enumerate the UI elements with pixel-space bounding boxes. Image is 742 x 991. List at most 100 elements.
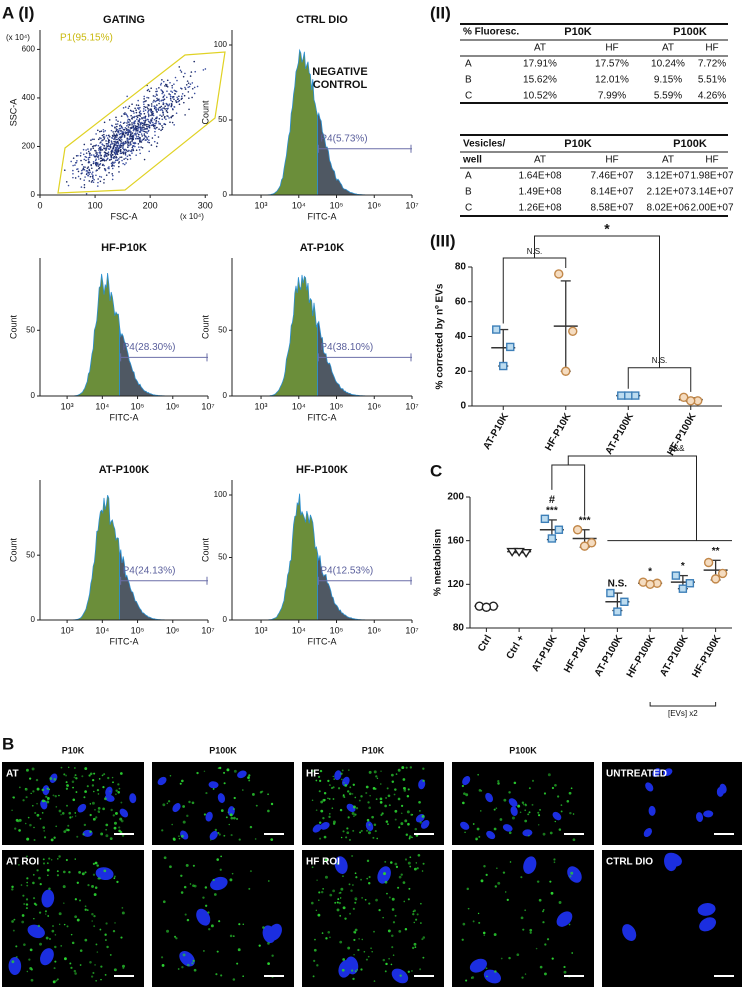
scatter-dot [126, 139, 128, 141]
point [686, 396, 696, 406]
vesicle [353, 815, 355, 817]
vesicle [494, 885, 497, 888]
vesicle [417, 853, 421, 857]
vesicle [26, 881, 28, 884]
vesicle [390, 861, 393, 864]
vesicle [41, 811, 44, 814]
scatter-dot [137, 135, 140, 138]
vesicle [522, 803, 525, 806]
scatter-dot [162, 126, 164, 129]
scatter-dot [101, 164, 104, 166]
scatter-dot [91, 145, 94, 148]
vesicle [315, 909, 318, 912]
scatter-dot [115, 136, 118, 138]
scatter-dot [135, 128, 137, 131]
scatter-dot [126, 158, 129, 161]
scatter-dot [89, 149, 92, 151]
scatter-dot [96, 153, 99, 156]
table-cell: 3.14E+07 [690, 187, 734, 198]
vesicle [387, 823, 389, 826]
vesicle [340, 836, 343, 839]
scatter-dot [155, 145, 158, 148]
vesicle [78, 870, 81, 874]
column-header: P100K [509, 745, 537, 755]
vesicle [161, 829, 164, 832]
x-tick-label: 100 [88, 200, 103, 210]
vesicle [544, 943, 547, 946]
scatter-dot [83, 168, 86, 171]
scatter-dot [154, 122, 156, 125]
scatter-dot [147, 135, 150, 138]
scatter-dot [134, 141, 136, 144]
table-cell: B [465, 75, 472, 86]
vesicle [348, 769, 350, 771]
vesicle [354, 970, 357, 973]
scatter-dot [148, 141, 151, 144]
scatter-dot [147, 104, 150, 107]
scatter-dot [136, 137, 139, 140]
vesicle [346, 790, 350, 793]
vesicle [86, 909, 89, 912]
vesicle [94, 964, 96, 966]
scatter-dot [184, 72, 186, 75]
x-tick-label: 10⁷ [405, 625, 418, 635]
scatter-dot [136, 107, 139, 109]
scatter-dot [108, 135, 111, 138]
vesicle [24, 787, 27, 790]
scatter-dot [146, 118, 149, 121]
x-tick-label: 10⁶ [367, 625, 381, 635]
scatter-dot [147, 97, 150, 99]
scatter-dot [141, 135, 144, 137]
vesicle [475, 837, 479, 841]
y-tick-label: 0 [223, 391, 228, 400]
scatter-dot [116, 125, 118, 128]
nucleus [703, 810, 714, 818]
vesicle [568, 923, 571, 926]
nucleus [664, 852, 682, 867]
vesicle [503, 798, 507, 802]
scatter-dot [111, 125, 114, 127]
scatter-dot [188, 97, 190, 99]
vesicle [210, 924, 214, 928]
vesicle [74, 858, 76, 860]
vesicle [341, 769, 344, 772]
vesicle [104, 973, 107, 976]
vesicle [558, 901, 562, 904]
vesicle [383, 872, 387, 876]
vesicle [93, 772, 96, 775]
scatter-dot [204, 68, 207, 70]
vesicle [99, 928, 102, 931]
vesicle [569, 811, 572, 815]
vesicle [233, 808, 235, 810]
vesicle [178, 837, 181, 840]
scatter-dot [155, 108, 158, 110]
vesicle [336, 862, 339, 865]
vesicle [400, 812, 403, 815]
scatter-dot [116, 146, 118, 148]
scatter-dot [77, 154, 79, 157]
nucleus [105, 786, 113, 797]
vesicle [229, 813, 233, 817]
vesicle [105, 834, 109, 838]
x-tick-label: 10⁶ [166, 401, 180, 411]
scatter-dot [116, 153, 119, 156]
scatter-dot [100, 141, 102, 143]
scatter-dot [115, 148, 117, 151]
scatter-dot [110, 162, 113, 165]
scatter-dot [67, 184, 70, 187]
scatter-dot [80, 152, 82, 154]
scatter-dot [166, 85, 169, 88]
scatter-dot [144, 106, 147, 109]
vesicle [358, 799, 361, 802]
vesicle [414, 827, 418, 831]
scatter-dot [162, 96, 164, 99]
scatter-dot [74, 177, 77, 179]
vesicle [339, 808, 343, 812]
scatter-dot [135, 137, 137, 140]
vesicle [71, 816, 74, 818]
vesicle [267, 880, 270, 882]
vesicle [60, 945, 63, 947]
scatter-dot [122, 147, 124, 149]
scatter-dot [168, 103, 171, 106]
scatter-dot [108, 141, 110, 144]
